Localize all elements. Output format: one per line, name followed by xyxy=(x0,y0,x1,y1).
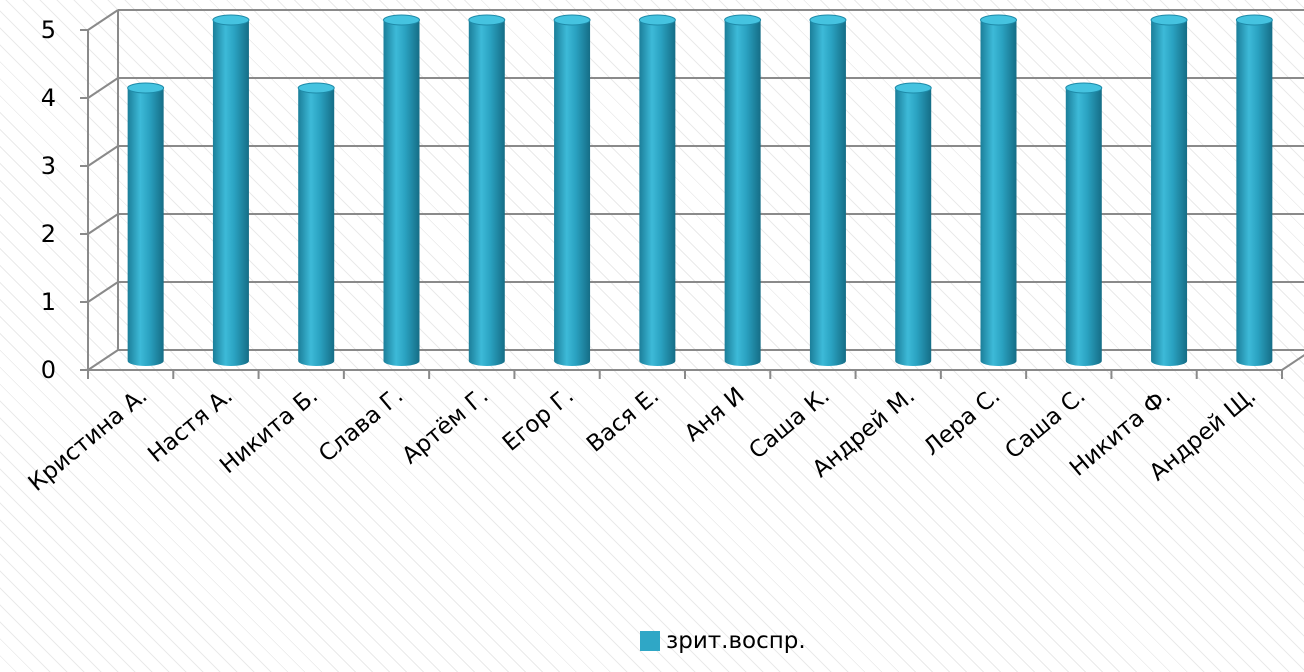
bar xyxy=(468,14,506,367)
bar-top xyxy=(1235,14,1273,26)
bar-top xyxy=(980,14,1017,26)
x-tick-label: Вася Е. xyxy=(582,383,664,458)
y-tick-label: 1 xyxy=(41,288,56,316)
bar-body xyxy=(724,20,761,367)
x-tick-label: Аня И xyxy=(680,383,750,447)
bar xyxy=(980,14,1017,367)
bar-body xyxy=(127,88,164,366)
bar-top xyxy=(809,14,847,26)
x-tick-label: Артём Г. xyxy=(397,383,493,470)
gridline-side xyxy=(87,213,119,235)
bar xyxy=(1150,14,1188,366)
bar xyxy=(638,14,676,367)
x-tick-label: Кристина А. xyxy=(24,383,153,497)
bar xyxy=(1235,14,1273,367)
gridline-side xyxy=(87,9,119,31)
bar xyxy=(212,14,250,367)
y-tick-label: 2 xyxy=(41,220,56,248)
bar-top xyxy=(383,14,420,26)
bar xyxy=(127,82,165,366)
bar xyxy=(297,82,335,367)
x-tick-label: Слава Г. xyxy=(314,383,408,468)
bars xyxy=(127,14,1273,367)
gridline-side xyxy=(87,77,119,99)
y-tick-label: 4 xyxy=(41,84,56,112)
bar-top xyxy=(1150,14,1188,26)
bar xyxy=(383,14,420,367)
x-tick-label: Лера С. xyxy=(919,383,1005,461)
bar-top xyxy=(894,82,932,94)
legend: зрит.воспр. xyxy=(640,628,806,654)
bar-top xyxy=(638,14,676,26)
bar xyxy=(1065,82,1103,367)
bar-body xyxy=(298,88,335,367)
bar-body xyxy=(809,20,846,367)
bar-top xyxy=(724,14,762,26)
bar-top xyxy=(212,14,250,26)
bar-body xyxy=(639,20,676,367)
y-tick-label: 0 xyxy=(41,356,56,384)
bar-body xyxy=(554,20,591,367)
bar xyxy=(894,82,932,367)
bar-body xyxy=(1065,88,1102,367)
bar-top xyxy=(297,82,335,94)
bar-body xyxy=(1151,20,1188,366)
bar-body xyxy=(895,88,932,367)
x-tick-label: Егор Г. xyxy=(498,383,579,457)
bar-body xyxy=(1236,20,1273,367)
bar-body xyxy=(383,20,420,367)
bar xyxy=(553,14,591,367)
bar xyxy=(724,14,762,367)
floor-edge xyxy=(1281,354,1304,371)
bar-top xyxy=(127,82,165,94)
y-tick-label: 5 xyxy=(41,16,56,44)
bar-body xyxy=(468,20,505,367)
legend-label: зрит.воспр. xyxy=(666,628,806,654)
bar xyxy=(809,14,847,367)
bar-top xyxy=(1065,82,1103,94)
gridlines xyxy=(87,9,1304,371)
bar-body xyxy=(212,20,249,367)
bar-top xyxy=(553,14,591,26)
gridline-side xyxy=(87,281,119,303)
axes xyxy=(80,29,1304,379)
legend-swatch xyxy=(640,631,660,651)
bar-body xyxy=(980,20,1017,367)
gridline-side xyxy=(87,145,119,167)
y-tick-label: 3 xyxy=(41,152,56,180)
bar-top xyxy=(468,14,506,26)
gridline-side xyxy=(87,349,119,371)
